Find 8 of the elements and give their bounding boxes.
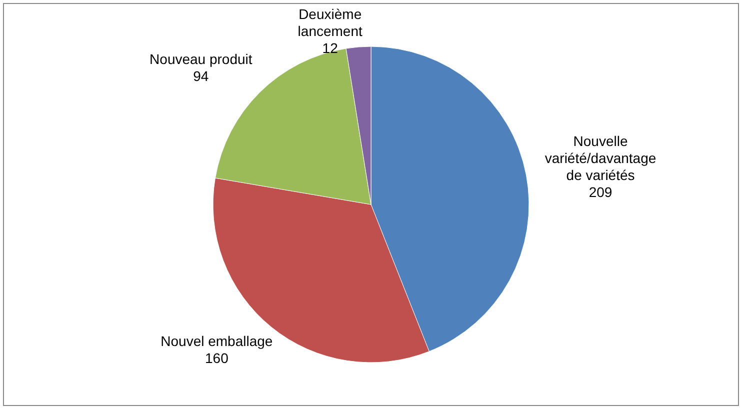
data-label: 160 [204, 350, 229, 366]
slice-label: Nouveau produit [150, 50, 252, 67]
data-label: 12 [322, 40, 338, 56]
slice-label: Deuxième lancement [298, 6, 362, 39]
slice-label: Nouvel emballage [160, 332, 273, 349]
slice-label: Nouvelle variété/davantage de variétés [544, 132, 656, 183]
data-label: 94 [193, 68, 209, 84]
data-label: 209 [588, 184, 612, 200]
